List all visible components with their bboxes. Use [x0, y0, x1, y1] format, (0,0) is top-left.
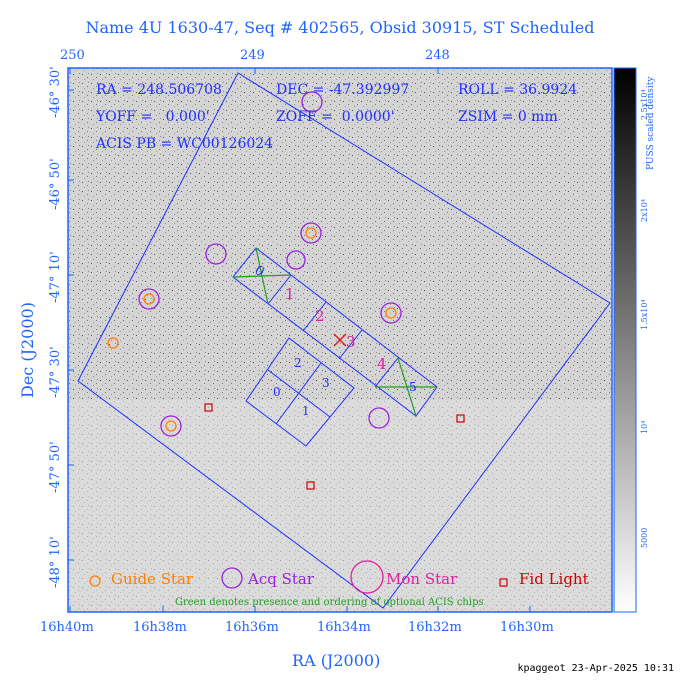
fid-lights: [204, 403, 465, 490]
dec-tick: -47° 10': [48, 251, 63, 303]
zoff-readout: ZOFF = 0.0000': [276, 109, 395, 125]
mon-legend-icon: [350, 560, 384, 594]
colorbar-tick: 5000: [640, 527, 649, 548]
plot-title: Name 4U 1630-47, Seq # 402565, Obsid 309…: [85, 18, 595, 37]
colorbar-tick: 1.5x10⁴: [640, 299, 649, 330]
legend-guide: Guide Star: [111, 570, 194, 588]
bottom-tick: 16h32m: [408, 620, 462, 635]
acis-readout: ACIS PB = WC00126024: [96, 136, 274, 152]
acq-legend-icon: [221, 567, 243, 589]
legend-mon: Mon Star: [386, 570, 458, 588]
x-axis-label: RA (J2000): [292, 651, 381, 670]
timestamp: kpaggeot 23-Apr-2025 10:31: [517, 663, 674, 674]
acis-i-array: [245, 337, 355, 447]
colorbar-tick: 10⁴: [640, 420, 649, 434]
legend-acq: Acq Star: [248, 570, 315, 588]
chip-label-s3: 3: [346, 333, 356, 351]
chip-label-s5: 5: [409, 380, 417, 394]
chip-label-s1: 1: [285, 285, 295, 303]
dec-tick: -47° 50': [48, 441, 63, 493]
guide-legend-icon: [89, 575, 101, 587]
optional-chips-note: Green denotes presence and ordering of o…: [175, 597, 484, 608]
aimpoint-marker: [333, 333, 347, 347]
top-tick-249: 249: [240, 48, 265, 63]
optional-chip-marks: [232, 247, 437, 417]
bottom-tick: 16h36m: [225, 620, 279, 635]
y-axis-label: Dec (J2000): [18, 302, 37, 398]
ra-readout: RA = 248.506708: [96, 82, 222, 98]
dec-tick: -48° 10': [48, 536, 63, 588]
bottom-tick: 16h34m: [317, 620, 371, 635]
zsim-readout: ZSIM = 0 mm: [458, 109, 558, 125]
fid-legend-icon: [499, 578, 508, 587]
colorbar-tick: 2x10⁴: [640, 199, 649, 222]
roll-readout: ROLL = 36.9924: [458, 82, 578, 98]
colorbar: [614, 68, 636, 612]
chip-label-i2: 2: [294, 356, 302, 370]
chip-label-i1: 1: [302, 404, 310, 418]
top-tick-250: 250: [60, 48, 85, 63]
bottom-tick: 16h40m: [40, 620, 94, 635]
dec-readout: DEC = -47.392997: [276, 82, 410, 98]
bottom-tick: 16h38m: [133, 620, 187, 635]
colorbar-tick: 2.5x10⁴: [640, 89, 649, 120]
field-of-view: [77, 72, 611, 609]
chip-label-i3: 3: [322, 376, 330, 390]
top-tick-248: 248: [425, 48, 450, 63]
legend-fid: Fid Light: [519, 570, 589, 588]
chip-label-s2: 2: [315, 307, 325, 325]
acq-stars: [138, 91, 402, 437]
dec-tick: -47° 30': [48, 346, 63, 398]
chip-label-s4: 4: [377, 355, 387, 373]
guide-stars: [107, 227, 397, 432]
dec-tick: -46° 50': [48, 158, 63, 210]
bottom-tick: 16h30m: [500, 620, 554, 635]
yoff-readout: YOFF = 0.000': [96, 109, 210, 125]
dec-tick: -46° 30': [48, 66, 63, 118]
chip-label-i0: 0: [273, 385, 281, 399]
